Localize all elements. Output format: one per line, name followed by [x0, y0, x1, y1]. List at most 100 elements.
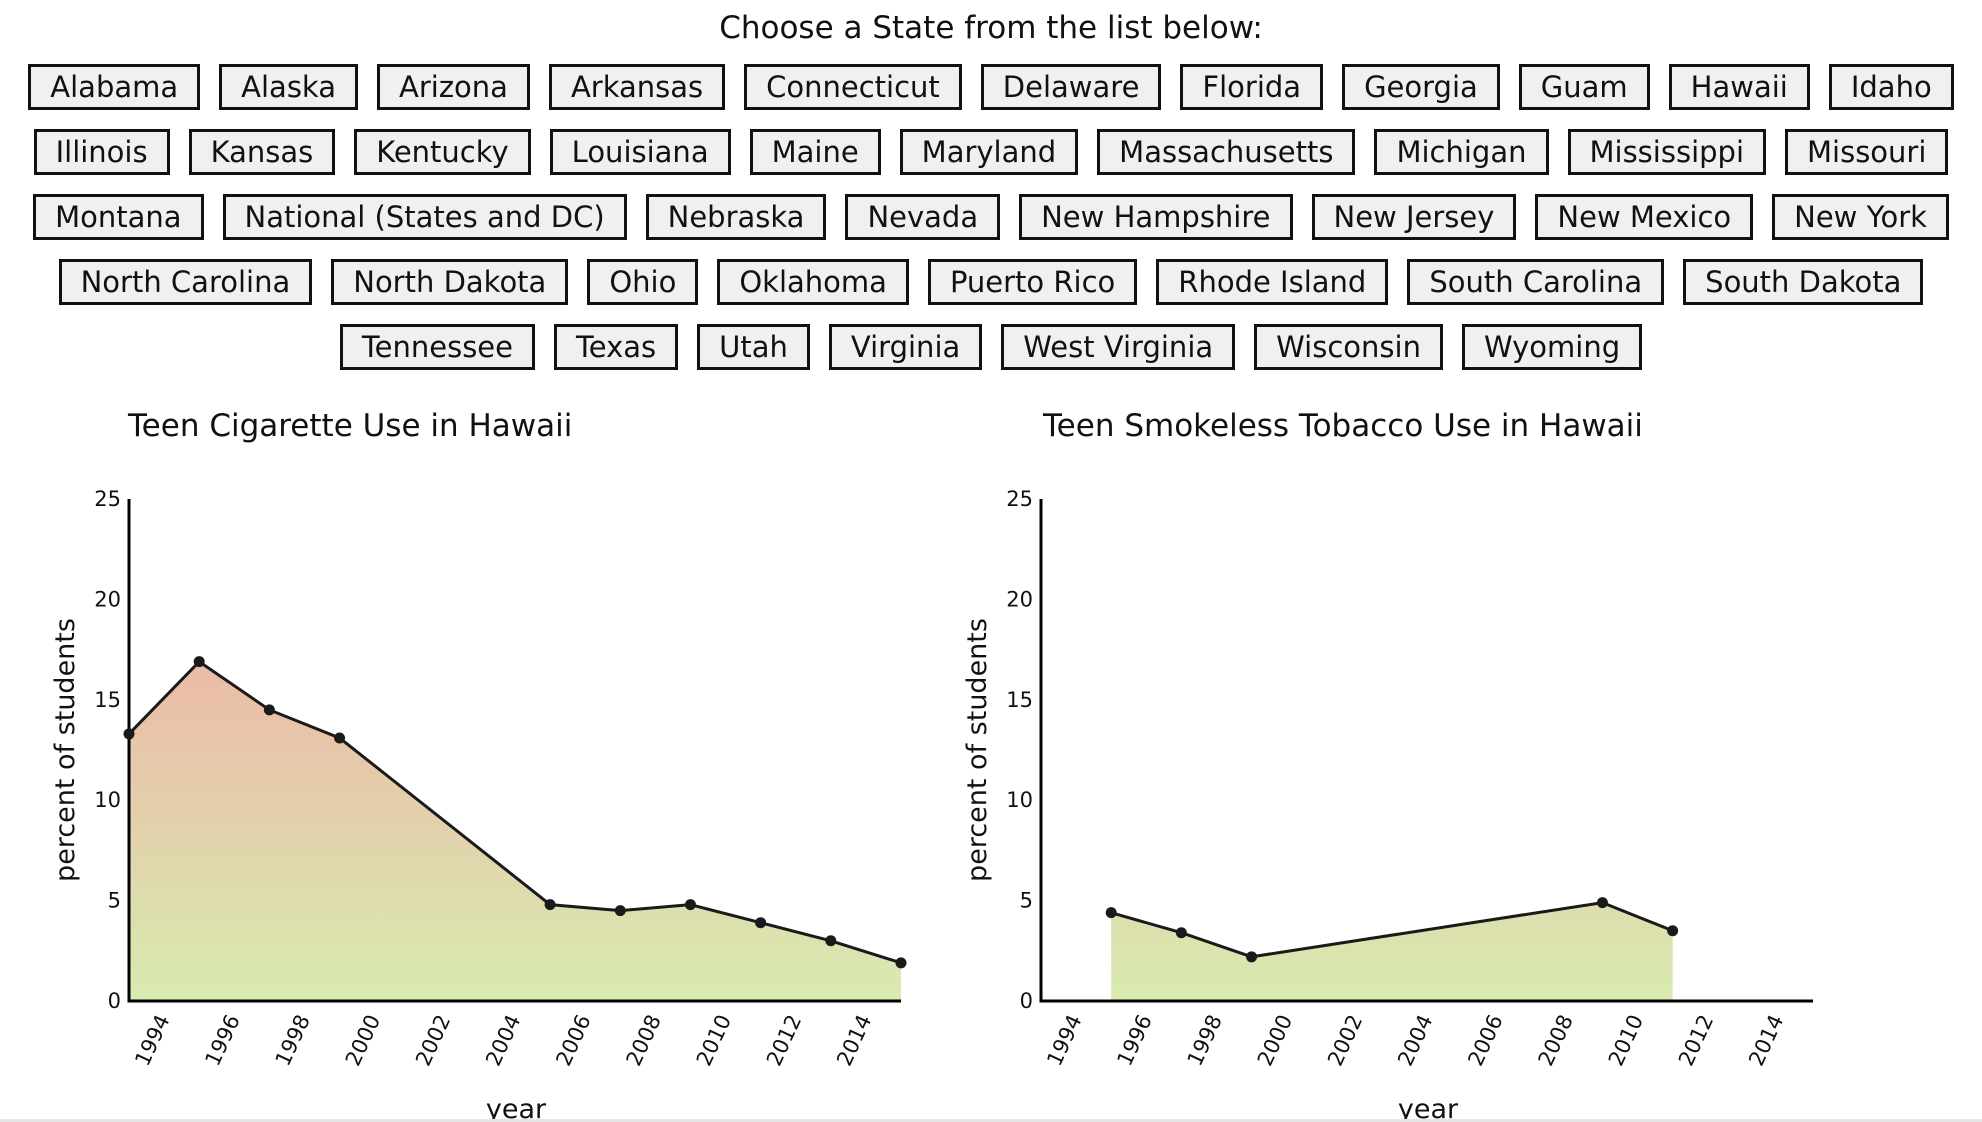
state-button-row: Illinois Kansas Kentucky Louisiana Maine Mary… [0, 129, 1982, 175]
data-point [614, 905, 626, 917]
data-point [684, 899, 696, 911]
state-button-virginia[interactable]: Virginia [828, 324, 983, 370]
x-tick-label: 2012 [1674, 1011, 1718, 1070]
state-button-maine[interactable]: Maine [749, 129, 881, 175]
data-point [193, 656, 205, 668]
x-tick-label: 2004 [1393, 1011, 1437, 1070]
x-axis-label: year [1398, 1094, 1459, 1122]
data-point [1246, 951, 1258, 963]
state-button-alabama[interactable]: Alabama [28, 64, 201, 110]
state-button-row: Tennessee Texas Utah Virginia West Virginia W… [0, 324, 1982, 370]
x-tick-label: 2000 [1253, 1011, 1297, 1070]
state-button-hawaii[interactable]: Hawaii [1668, 64, 1810, 110]
state-button-arkansas[interactable]: Arkansas [548, 64, 726, 110]
state-button-new-york[interactable]: New York [1772, 194, 1949, 240]
state-button-arizona[interactable]: Arizona [377, 64, 530, 110]
state-button-idaho[interactable]: Idaho [1828, 64, 1954, 110]
state-button-mississippi[interactable]: Mississippi [1567, 129, 1767, 175]
state-button-north-dakota[interactable]: North Dakota [331, 259, 569, 305]
state-button-oklahoma[interactable]: Oklahoma [717, 259, 909, 305]
state-button-delaware[interactable]: Delaware [980, 64, 1162, 110]
x-tick-label: 2002 [1323, 1011, 1367, 1070]
page-bottom-divider [0, 1119, 1982, 1122]
y-tick-label: 10 [94, 788, 121, 812]
state-button-michigan[interactable]: Michigan [1374, 129, 1549, 175]
state-button-nebraska[interactable]: Nebraska [645, 194, 827, 240]
state-button-new-jersey[interactable]: New Jersey [1311, 194, 1517, 240]
state-button-georgia[interactable]: Georgia [1342, 64, 1500, 110]
state-button-illinois[interactable]: Illinois [33, 129, 170, 175]
y-tick-label: 10 [1006, 788, 1033, 812]
data-point [334, 732, 346, 744]
state-button-row: Montana National (States and DC) Nebraska N… [0, 194, 1982, 240]
state-button-ohio[interactable]: Ohio [587, 259, 699, 305]
state-button-connecticut[interactable]: Connecticut [744, 64, 962, 110]
data-point [825, 935, 837, 947]
x-tick-label: 2006 [1463, 1011, 1507, 1070]
data-point [1596, 897, 1608, 909]
state-button-rhode-island[interactable]: Rhode Island [1156, 259, 1389, 305]
x-tick-label: 1998 [1183, 1011, 1227, 1070]
x-tick-label: 2008 [1534, 1011, 1578, 1070]
y-tick-label: 0 [1020, 989, 1033, 1013]
state-button-wyoming[interactable]: Wyoming [1461, 324, 1643, 370]
state-prompt: Choose a State from the list below: [719, 10, 1263, 46]
data-point [263, 704, 275, 716]
y-tick-label: 15 [1006, 688, 1033, 712]
state-button-texas[interactable]: Texas [554, 324, 679, 370]
state-button-south-carolina[interactable]: South Carolina [1407, 259, 1665, 305]
state-button-montana[interactable]: Montana [33, 194, 204, 240]
y-axis-label: percent of students [50, 618, 81, 882]
state-button-new-hampshire[interactable]: New Hampshire [1019, 194, 1293, 240]
y-tick-label: 5 [1020, 889, 1033, 913]
x-tick-label: 2014 [1744, 1011, 1788, 1070]
state-button-wisconsin[interactable]: Wisconsin [1254, 324, 1443, 370]
data-point [1667, 925, 1679, 937]
data-point [544, 899, 556, 911]
state-button-new-mexico[interactable]: New Mexico [1535, 194, 1754, 240]
y-tick-label: 15 [94, 688, 121, 712]
smokeless-chart-title: Teen Smokeless Tobacco Use in Hawaii [1043, 408, 1643, 444]
state-button-maryland[interactable]: Maryland [899, 129, 1079, 175]
state-button-kentucky[interactable]: Kentucky [354, 129, 531, 175]
state-button-alaska[interactable]: Alaska [219, 64, 358, 110]
y-axis-label: percent of students [962, 618, 993, 882]
state-button-florida[interactable]: Florida [1180, 64, 1324, 110]
y-tick-label: 20 [94, 587, 121, 611]
state-button-louisiana[interactable]: Louisiana [549, 129, 731, 175]
data-point [123, 728, 135, 740]
y-tick-label: 20 [1006, 587, 1033, 611]
data-point [895, 957, 907, 969]
state-button-south-dakota[interactable]: South Dakota [1683, 259, 1924, 305]
state-button-massachusetts[interactable]: Massachusetts [1097, 129, 1356, 175]
area-fill [129, 661, 901, 1001]
x-tick-label: 1994 [1042, 1011, 1086, 1070]
data-point [755, 917, 767, 929]
area-fill [1111, 902, 1673, 1001]
state-button-row: Alabama Alaska Arizona Arkansas Connecticut D… [0, 64, 1982, 110]
y-tick-label: 0 [108, 989, 121, 1013]
cigarette-chart-title: Teen Cigarette Use in Hawaii [128, 408, 573, 444]
state-button-kansas[interactable]: Kansas [188, 129, 336, 175]
y-tick-label: 25 [94, 487, 121, 511]
series-line [127, 659, 902, 965]
state-button-utah[interactable]: Utah [697, 324, 810, 370]
state-button-national-states-and-dc[interactable]: National (States and DC) [222, 194, 627, 240]
state-button-missouri[interactable]: Missouri [1785, 129, 1949, 175]
state-button-tennessee[interactable]: Tennessee [339, 324, 535, 370]
state-button-row: North Carolina North Dakota Ohio Oklahoma Pu… [0, 259, 1982, 305]
data-point [1105, 907, 1117, 919]
x-tick-label: 2010 [1604, 1011, 1648, 1070]
x-axis-label: year [486, 1094, 547, 1122]
data-point [1175, 927, 1187, 939]
state-button-puerto-rico[interactable]: Puerto Rico [927, 259, 1138, 305]
state-button-guam[interactable]: Guam [1518, 64, 1650, 110]
state-button-west-virginia[interactable]: West Virginia [1001, 324, 1236, 370]
y-tick-label: 25 [1006, 487, 1033, 511]
state-button-list: Alabama Alaska Arizona Arkansas Connecticut D… [0, 64, 1982, 389]
state-button-nevada[interactable]: Nevada [845, 194, 1001, 240]
x-tick-label: 1996 [1112, 1011, 1156, 1070]
state-button-north-carolina[interactable]: North Carolina [58, 259, 313, 305]
